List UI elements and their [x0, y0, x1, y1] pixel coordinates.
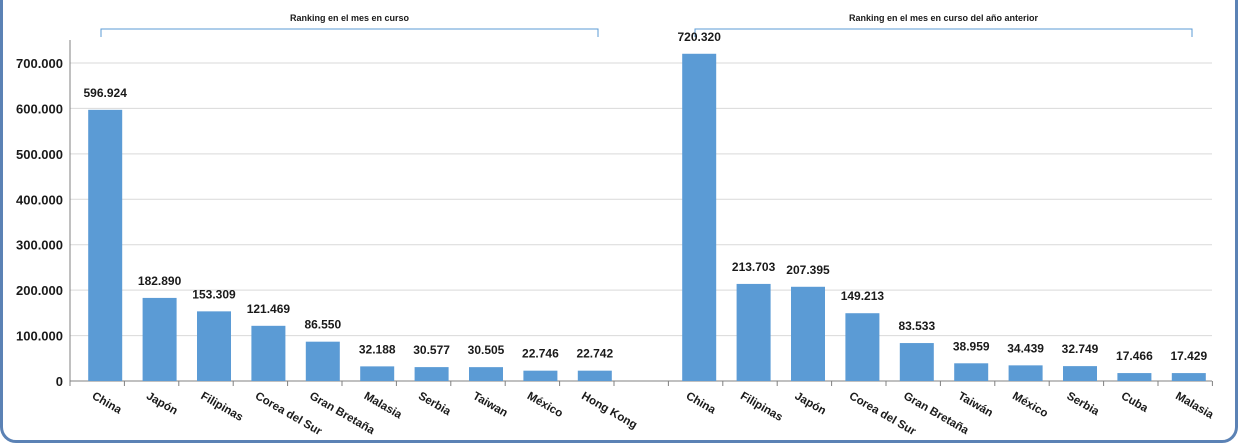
category-label: China: [90, 390, 124, 417]
bar: [577, 370, 612, 381]
data-label: 30.505: [468, 343, 505, 357]
data-label: 17.429: [1170, 349, 1207, 363]
y-tick-label: 700.000: [16, 56, 63, 71]
category-label: Filipinas: [199, 390, 245, 424]
category-label: Cuba: [1119, 390, 1150, 415]
bar: [682, 53, 717, 381]
axes: [69, 40, 1213, 386]
category-label: Taiwán: [956, 390, 995, 419]
group-label: Ranking en el mes en curso: [290, 13, 410, 23]
category-label: Taiwan: [471, 390, 510, 419]
bar: [1117, 373, 1152, 381]
data-label: 22.742: [576, 347, 613, 361]
data-label: 34.439: [1007, 341, 1044, 355]
data-label: 121.469: [247, 302, 291, 316]
bar: [845, 313, 880, 381]
bar: [899, 343, 934, 381]
bar: [88, 109, 123, 381]
data-label: 83.533: [898, 319, 935, 333]
group-label: Ranking en el mes en curso del año anter…: [849, 13, 1039, 23]
data-label: 213.703: [732, 260, 776, 274]
group-brackets: [100, 28, 1193, 37]
category-label: China: [684, 390, 718, 417]
data-label: 596.924: [84, 86, 128, 100]
data-label: 22.746: [522, 347, 559, 361]
bar: [1063, 366, 1097, 381]
data-label: 32.749: [1062, 342, 1099, 356]
data-label: 86.550: [304, 318, 341, 332]
group-bracket: [100, 28, 599, 37]
y-tick-label: 0: [56, 374, 63, 389]
category-label: Serbia: [1065, 390, 1102, 418]
group-bracket: [694, 28, 1193, 37]
category-label: Japón: [793, 390, 828, 417]
category-label: Serbia: [416, 390, 453, 418]
data-label: 30.577: [413, 343, 450, 357]
category-label: Filipinas: [738, 390, 784, 424]
bar: [305, 341, 340, 381]
gridlines: [70, 62, 1212, 337]
data-label: 38.959: [953, 339, 990, 353]
y-tick-label: 200.000: [16, 283, 63, 298]
data-label: 207.395: [786, 263, 830, 277]
bars: [88, 53, 1206, 381]
y-tick-label: 100.000: [16, 329, 63, 344]
data-label: 32.188: [359, 342, 396, 356]
category-label: Hong Kong: [579, 390, 639, 431]
bar: [142, 297, 177, 381]
y-tick-label: 300.000: [16, 238, 63, 253]
data-label: 153.309: [192, 287, 236, 301]
bar: [954, 363, 989, 381]
bar: [523, 370, 558, 381]
bar: [360, 366, 395, 381]
category-label: Malasia: [362, 390, 405, 421]
bar: [469, 367, 503, 381]
y-tick-label: 600.000: [16, 101, 63, 116]
data-label: 182.890: [138, 274, 182, 288]
bar: [1171, 373, 1206, 381]
bar: [414, 367, 449, 381]
bar: [736, 283, 771, 381]
category-label: México: [525, 390, 565, 420]
data-label: 720.320: [678, 30, 722, 44]
bar: [197, 311, 231, 381]
category-label: Japón: [144, 390, 179, 417]
bar: [791, 286, 825, 381]
category-label: México: [1010, 390, 1050, 420]
bar: [251, 325, 286, 381]
category-label: Malasia: [1173, 390, 1216, 421]
y-tick-label: 500.000: [16, 147, 63, 162]
data-label: 17.466: [1116, 349, 1153, 363]
y-tick-label: 400.000: [16, 192, 63, 207]
data-label: 149.213: [841, 289, 885, 303]
bar: [1008, 365, 1043, 381]
